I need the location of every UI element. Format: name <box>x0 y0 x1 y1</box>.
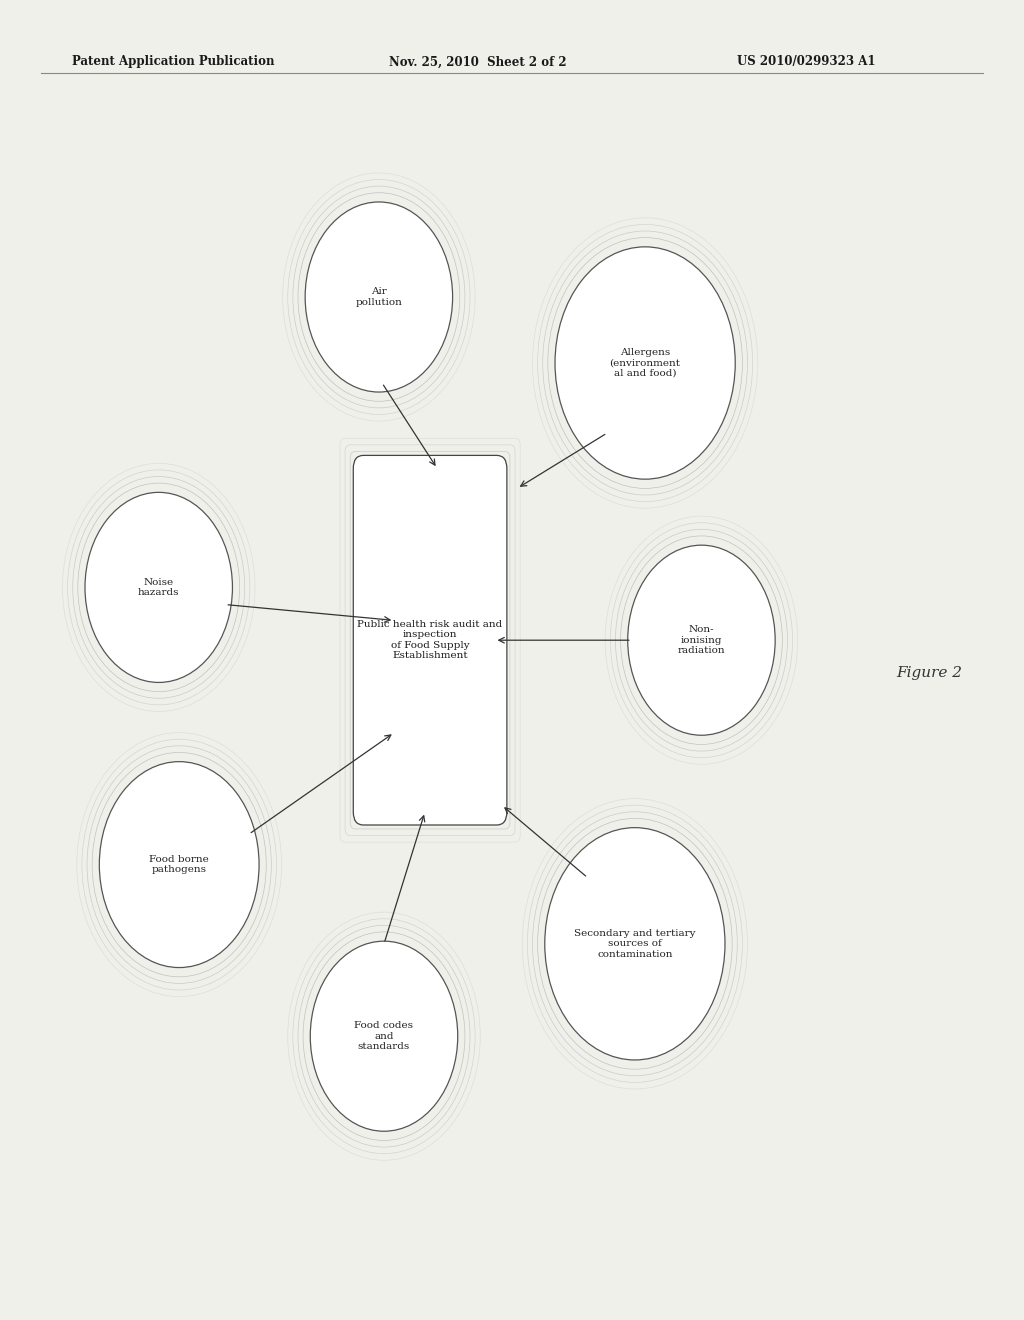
Circle shape <box>99 762 259 968</box>
Text: Figure 2: Figure 2 <box>896 667 962 680</box>
Text: US 2010/0299323 A1: US 2010/0299323 A1 <box>737 55 876 69</box>
Circle shape <box>555 247 735 479</box>
Circle shape <box>305 202 453 392</box>
Circle shape <box>310 941 458 1131</box>
Circle shape <box>85 492 232 682</box>
Text: Secondary and tertiary
sources of
contamination: Secondary and tertiary sources of contam… <box>574 929 695 958</box>
Text: Air
pollution: Air pollution <box>355 288 402 306</box>
Text: Public health risk audit and
inspection
of Food Supply
Establishment: Public health risk audit and inspection … <box>357 620 503 660</box>
Text: Non-
ionising
radiation: Non- ionising radiation <box>678 626 725 655</box>
Text: Allergens
(environment
al and food): Allergens (environment al and food) <box>609 348 681 378</box>
Text: Food borne
pathogens: Food borne pathogens <box>150 855 209 874</box>
Text: Noise
hazards: Noise hazards <box>138 578 179 597</box>
Circle shape <box>628 545 775 735</box>
Text: Nov. 25, 2010  Sheet 2 of 2: Nov. 25, 2010 Sheet 2 of 2 <box>389 55 566 69</box>
Text: Food codes
and
standards: Food codes and standards <box>354 1022 414 1051</box>
Circle shape <box>545 828 725 1060</box>
Text: Patent Application Publication: Patent Application Publication <box>72 55 274 69</box>
FancyBboxPatch shape <box>353 455 507 825</box>
